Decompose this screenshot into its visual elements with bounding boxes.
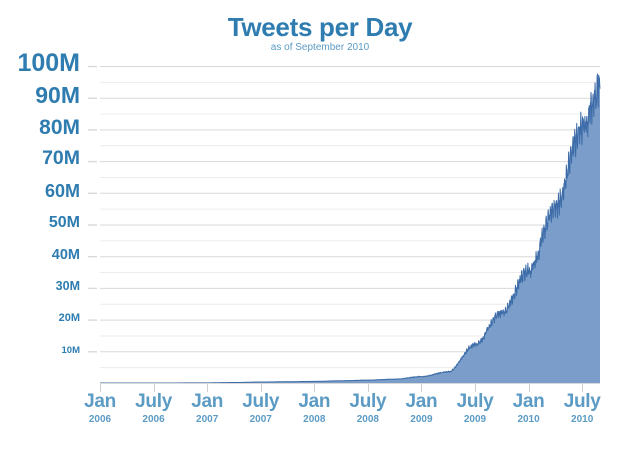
x-axis-tick-year: 2010 — [517, 413, 540, 425]
area-series-fill — [100, 73, 600, 384]
x-axis-tick-month: Jan — [298, 391, 331, 412]
x-axis-tick-label: Jan 2007 — [191, 392, 223, 425]
x-axis-tick-year: 2006 — [88, 413, 112, 425]
y-tick-marks — [88, 65, 97, 353]
x-axis-tick-year: 2007 — [249, 413, 272, 425]
x-axis-tick-year: 2009 — [463, 413, 487, 425]
chart-subtitle: as of September 2010 — [270, 42, 370, 53]
y-axis-tick-label: 80M — [39, 115, 80, 139]
y-axis-tick-label: 10M — [61, 344, 80, 356]
x-axis-tick-year: 2008 — [303, 413, 326, 425]
x-axis-labels: Jan 2006 July 2006 Jan 2007 July 2007 Jan 2008 Jul… — [0, 390, 640, 450]
x-axis-tick-month: July — [135, 391, 172, 412]
x-axis-tick-label: July 2010 — [564, 392, 601, 425]
y-axis-tick-label: 20M — [58, 312, 80, 324]
y-axis-tick-label: 40M — [51, 246, 80, 263]
x-axis-tick-month: Jan — [84, 391, 116, 412]
y-axis-tick-label: 90M — [35, 81, 80, 108]
y-axis-tick-label: 100M — [17, 49, 80, 77]
x-axis-tick-month: Jan — [512, 391, 545, 412]
x-axis-tick-label: July 2007 — [242, 392, 279, 425]
x-axis-tick-label: Jan 2010 — [513, 392, 545, 425]
y-axis-labels: 100M 90M 80M 70M 60M 50M 40M 30M 20M 10M — [0, 0, 92, 464]
x-axis-tick-year: 2010 — [571, 413, 594, 425]
x-axis-tick-year: 2007 — [196, 413, 219, 425]
x-axis-tick-month: July — [456, 391, 494, 412]
x-axis-tick-year: 2008 — [356, 413, 379, 425]
area-series-line — [99, 73, 601, 384]
x-axis-tick-month: July — [563, 391, 601, 412]
y-axis-tick-label: 70M — [42, 147, 80, 170]
x-axis-tick-month: July — [242, 391, 280, 412]
x-tick-marks — [100, 384, 583, 392]
x-axis-tick-label: July 2009 — [457, 392, 494, 425]
x-axis-tick-year: 2009 — [410, 413, 433, 425]
x-axis-tick-label: Jan 2008 — [298, 392, 330, 425]
y-axis-tick-label: 60M — [44, 181, 80, 201]
x-axis-tick-year: 2006 — [142, 413, 165, 425]
y-axis-tick-label: 50M — [48, 213, 80, 231]
x-axis-tick-month: Jan — [405, 391, 438, 412]
chart-title: Tweets per Day — [227, 12, 413, 42]
x-axis-tick-label: Jan 2006 — [84, 392, 116, 425]
x-axis-tick-label: July 2006 — [135, 392, 172, 425]
x-axis-tick-month: Jan — [191, 391, 224, 412]
y-axis-tick-label: 30M — [55, 279, 80, 294]
x-axis-tick-month: July — [349, 391, 387, 412]
x-axis-tick-label: July 2008 — [349, 392, 386, 425]
x-axis-tick-label: Jan 2009 — [406, 392, 438, 425]
